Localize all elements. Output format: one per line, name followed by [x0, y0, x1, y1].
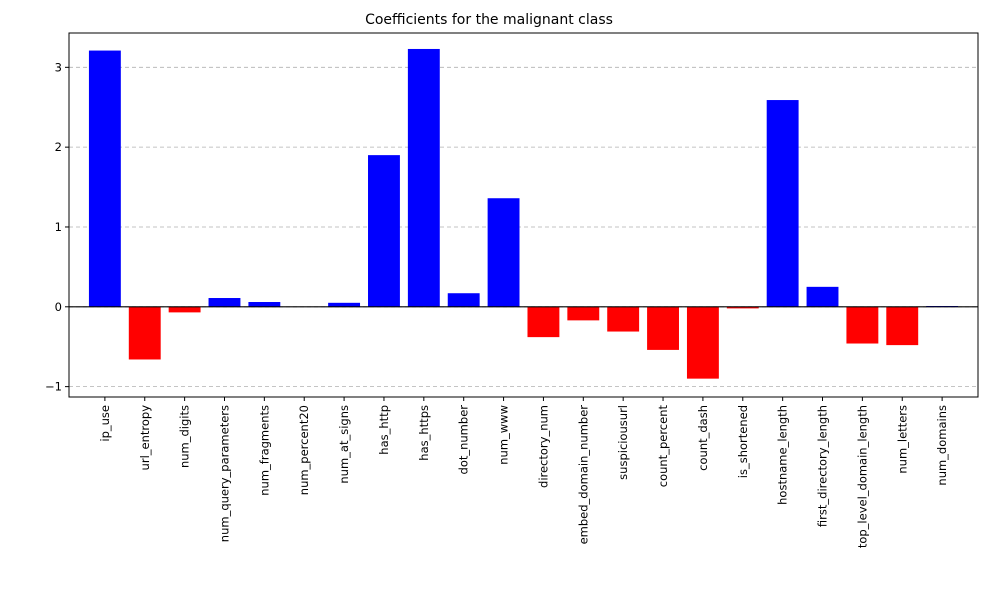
x-axis-ticks: ip_use url_entropy num_digits num_query_par… — [98, 397, 949, 548]
bar-count-percent — [647, 306, 679, 350]
bar-hostname-length — [766, 100, 799, 307]
bar-ip-use — [88, 50, 121, 307]
bars — [88, 48, 959, 379]
x-tick-label: count_dash — [696, 405, 710, 471]
bar-num-at-signs — [328, 302, 361, 307]
y-tick-label: 0 — [55, 300, 62, 314]
bar-num-fragments — [248, 302, 281, 307]
x-tick-label: has_http — [377, 405, 391, 455]
x-tick-label: has_https — [417, 405, 431, 461]
x-tick-label: embed_domain_number — [576, 405, 590, 545]
x-tick-label: ip_use — [98, 405, 112, 442]
x-tick-label: dot_number — [457, 405, 471, 475]
x-tick-label: num_fragments — [257, 405, 271, 496]
x-tick-label: num_digits — [178, 405, 192, 468]
x-tick-label: num_query_parameters — [217, 405, 231, 542]
bar-num-query-parameters — [208, 298, 241, 307]
bar-count-dash — [686, 306, 719, 379]
y-tick-label: −1 — [45, 380, 62, 394]
x-tick-label: first_directory_length — [816, 405, 830, 527]
y-tick-label: 3 — [55, 60, 62, 74]
y-tick-label: 2 — [55, 140, 62, 154]
bar-suspiciousurl — [607, 306, 640, 332]
x-tick-label: top_level_domain_length — [855, 405, 869, 548]
bar-embed-domain-number — [567, 306, 600, 321]
x-tick-label: suspiciousurl — [616, 405, 630, 480]
bar-is-shortened — [726, 306, 759, 309]
x-tick-label: is_shortened — [736, 405, 750, 478]
bar-top-level-domain-length — [846, 306, 879, 344]
bar-has-https — [407, 48, 440, 307]
y-axis-ticks: −1 0 1 2 3 — [45, 60, 69, 394]
x-tick-label: directory_num — [536, 405, 550, 488]
bar-url-entropy — [128, 306, 161, 360]
x-tick-label: num_www — [497, 405, 511, 465]
x-tick-label: num_letters — [895, 405, 909, 474]
bar-num-www — [487, 198, 520, 307]
bar-first-directory-length — [806, 286, 839, 307]
bar-directory-num — [527, 306, 560, 338]
x-tick-label: hostname_length — [776, 405, 790, 505]
x-tick-label: num_at_signs — [337, 405, 351, 484]
grid-lines — [69, 66, 978, 388]
bar-num-digits — [168, 306, 201, 313]
chart-title: Coefficients for the malignant class — [365, 12, 613, 28]
x-tick-label: num_domains — [935, 405, 949, 486]
y-tick-label: 1 — [55, 220, 62, 234]
plot-frame — [68, 32, 979, 398]
x-tick-label: count_percent — [656, 405, 670, 488]
bar-dot-number — [447, 293, 480, 307]
bar-has-http — [368, 155, 400, 307]
x-tick-label: num_percent20 — [297, 405, 311, 495]
bar-num-letters — [886, 306, 919, 346]
x-tick-label: url_entropy — [138, 405, 152, 471]
